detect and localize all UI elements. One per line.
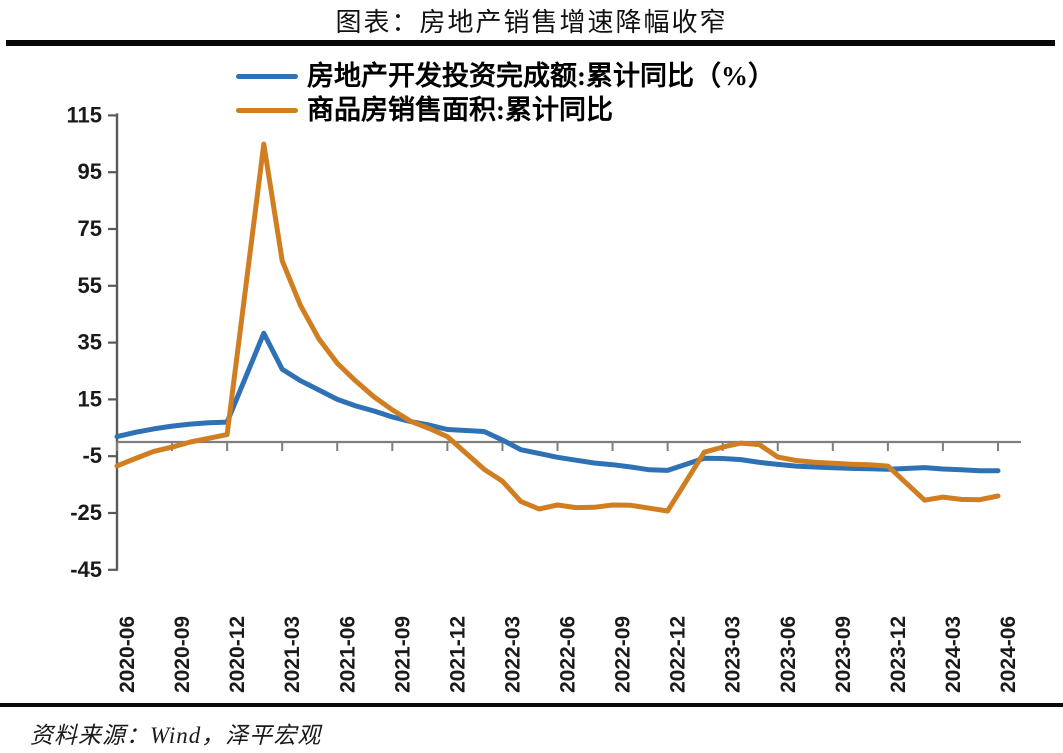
x-tick-label: 2020-09 xyxy=(171,616,194,693)
x-tick-label: 2022-12 xyxy=(667,616,690,693)
y-tick-label: 35 xyxy=(78,330,102,355)
x-tick-label: 2021-12 xyxy=(446,616,469,693)
y-tick-label: 15 xyxy=(78,386,102,411)
x-tick-label: 2021-03 xyxy=(281,616,304,693)
x-tick-label: 2020-12 xyxy=(226,616,249,693)
legend-item-sales: 商品房销售面积:累计同比 xyxy=(236,93,775,127)
x-tick-label: 2021-09 xyxy=(391,616,414,693)
series-line-1 xyxy=(114,141,1001,514)
y-tick-label: -5 xyxy=(82,443,102,468)
y-tick-label: -45 xyxy=(70,557,102,582)
x-tick-label: 2023-09 xyxy=(832,616,855,693)
legend-item-investment: 房地产开发投资完成额:累计同比（%） xyxy=(236,59,775,93)
legend-label-investment: 房地产开发投资完成额:累计同比（%） xyxy=(307,60,775,91)
legend-line-swatch-blue xyxy=(236,73,298,79)
legend-label-sales: 商品房销售面积:累计同比 xyxy=(307,94,613,125)
x-tick-label: 2021-06 xyxy=(336,616,359,693)
x-tick-label: 2022-09 xyxy=(612,616,635,693)
legend-line-swatch-orange xyxy=(236,107,298,113)
chart-legend: 房地产开发投资完成额:累计同比（%） 商品房销售面积:累计同比 xyxy=(236,59,775,127)
x-tick-label: 2023-03 xyxy=(722,616,745,693)
x-tick-label: 2022-03 xyxy=(501,616,524,693)
x-tick-label: 2023-06 xyxy=(777,616,800,693)
series-line-0 xyxy=(114,330,1001,474)
y-tick-label: -25 xyxy=(70,500,102,525)
y-tick-label: 75 xyxy=(78,216,102,241)
x-tick-label: 2024-03 xyxy=(942,616,965,693)
x-tick-label: 2024-06 xyxy=(997,616,1020,693)
x-tick-label: 2023-12 xyxy=(887,616,910,693)
x-tick-label: 2020-06 xyxy=(116,616,139,693)
page-title: 图表：房地产销售增速降幅收窄 xyxy=(335,8,728,37)
x-tick-label: 2022-06 xyxy=(557,616,580,693)
y-tick-label: 115 xyxy=(67,102,103,127)
footer-divider xyxy=(0,703,1063,707)
title-divider xyxy=(6,40,1055,46)
y-tick-label: 95 xyxy=(78,159,102,184)
source-note: 资料来源：Wind，泽平宏观 xyxy=(30,723,322,748)
y-tick-label: 55 xyxy=(78,273,102,298)
